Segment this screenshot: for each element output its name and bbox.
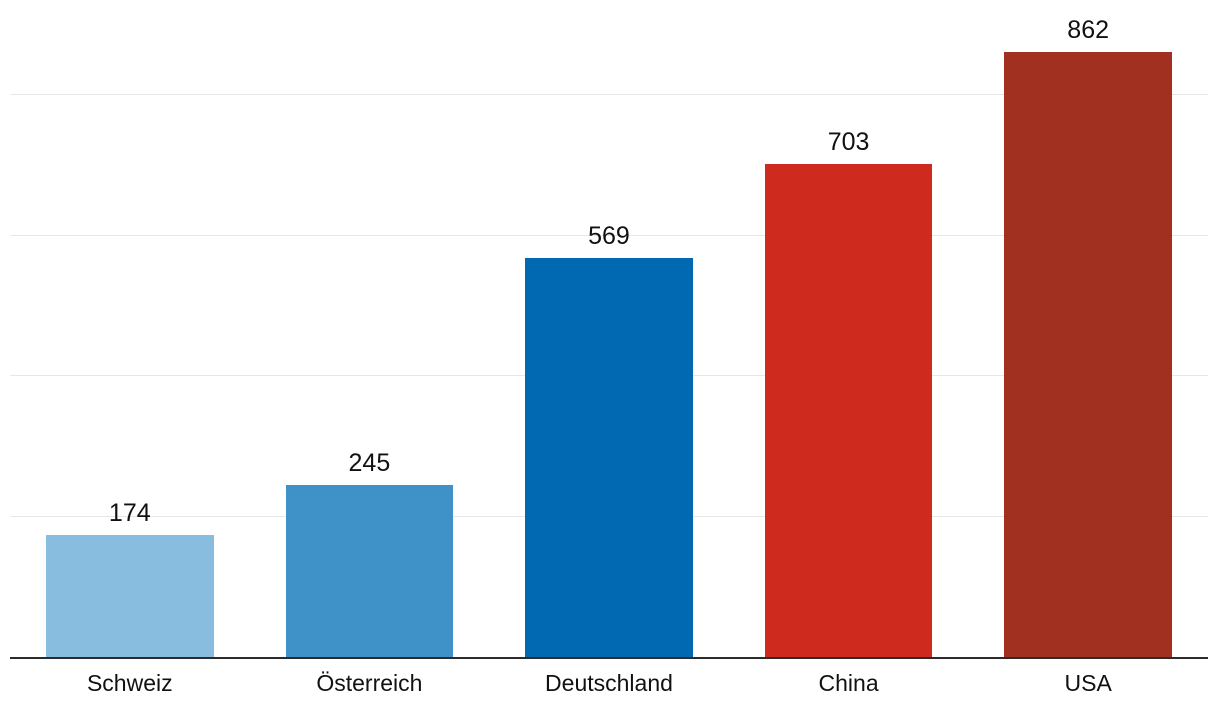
bar-slot: 569 [489, 0, 729, 657]
x-tick-label: Österreich [316, 670, 423, 696]
bar-slot: 703 [729, 0, 969, 657]
bar: 862 [1004, 17, 1173, 657]
gridline [10, 234, 1208, 236]
bar: 174 [45, 500, 214, 657]
plot-area: 174 245 569 703 862 [10, 0, 1208, 657]
x-tick-label: USA [1064, 670, 1112, 696]
x-tick-label: China [818, 670, 879, 696]
bar: 245 [285, 451, 454, 657]
bar: 569 [525, 223, 693, 657]
bar-slot: 174 [10, 0, 250, 657]
bar: 703 [764, 129, 933, 657]
bar-value-label: 245 [348, 449, 391, 478]
bars-container: 174 245 569 703 862 [10, 0, 1208, 657]
x-tick-label: Schweiz [86, 670, 173, 696]
x-axis-labels: Schweiz Österreich Deutschland China USA [10, 659, 1208, 710]
bar-value-label: 569 [588, 221, 630, 250]
x-axis-line [10, 657, 1208, 659]
x-tick-label: Deutschland [545, 670, 673, 696]
bar-value-label: 862 [1067, 15, 1110, 44]
bar-slot: 245 [250, 0, 490, 657]
gridline [10, 94, 1208, 96]
bar-slot: 862 [968, 0, 1208, 657]
bar-value-label: 703 [827, 127, 870, 156]
bar-value-label: 174 [108, 498, 151, 527]
